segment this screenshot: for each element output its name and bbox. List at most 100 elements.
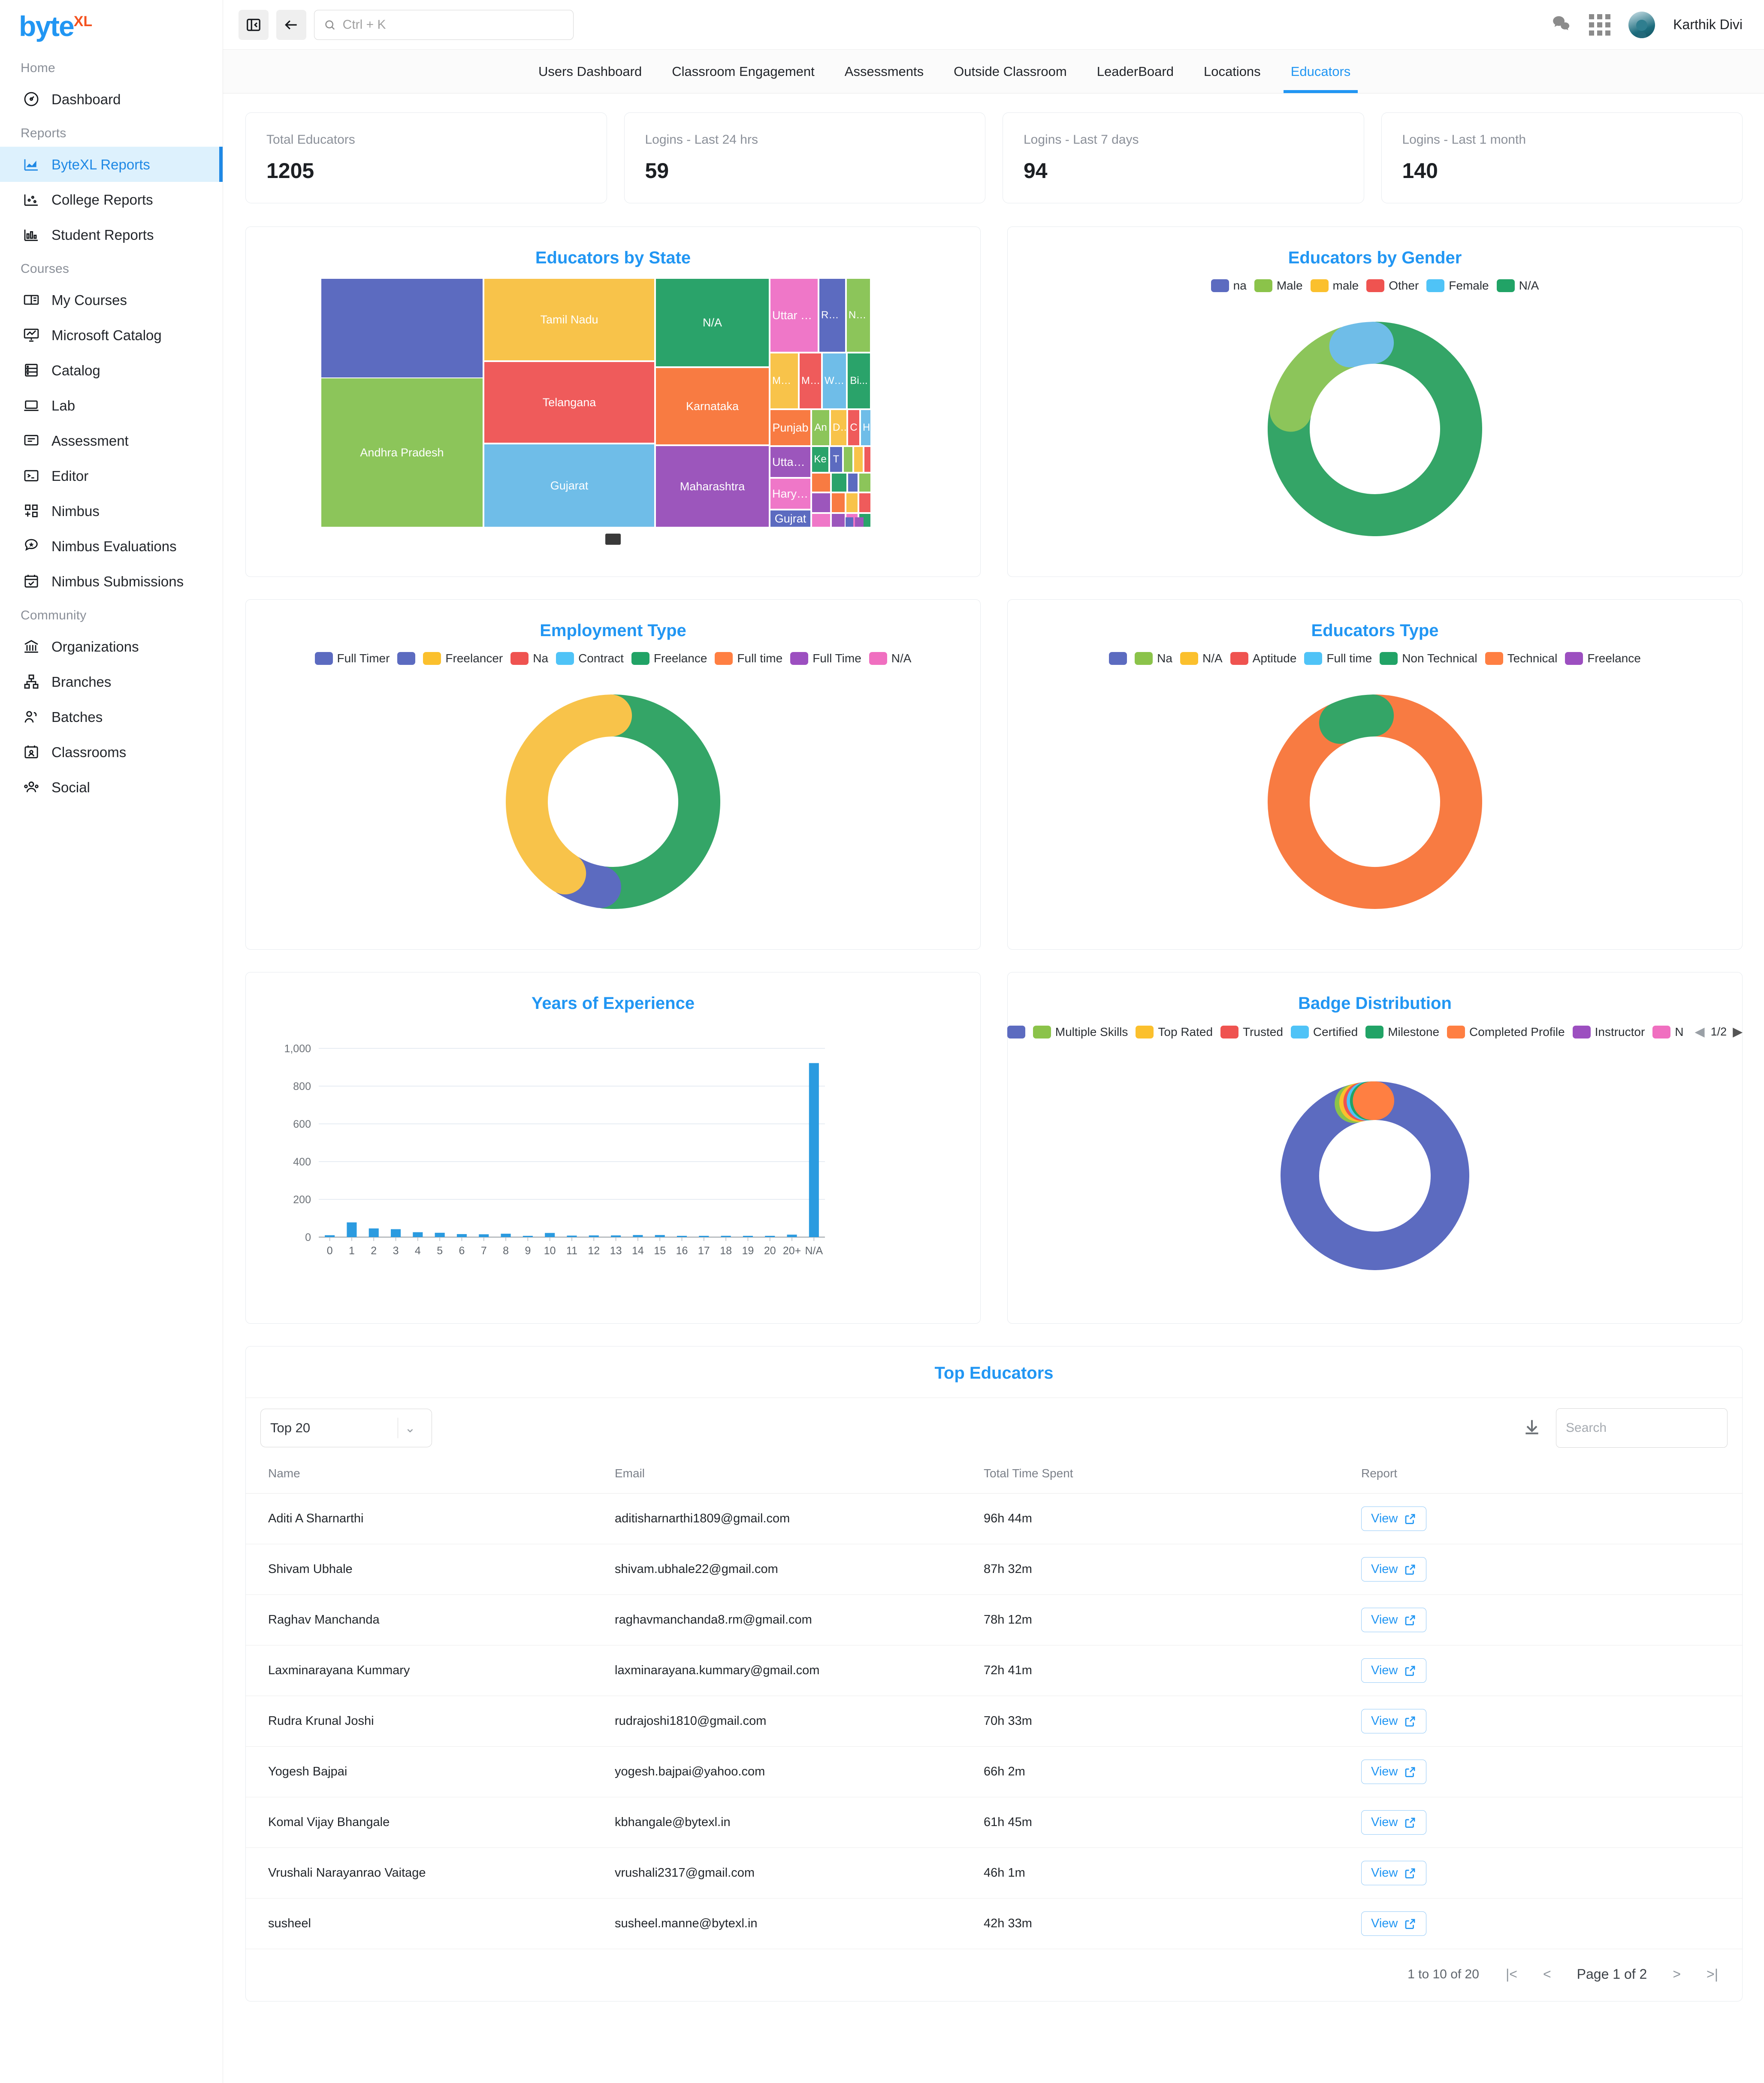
bar[interactable] bbox=[435, 1232, 445, 1237]
legend-item[interactable]: Na bbox=[1135, 652, 1172, 665]
sidebar-item-classrooms[interactable]: Classrooms bbox=[0, 734, 223, 770]
toggle-sidebar-button[interactable] bbox=[239, 9, 269, 40]
treemap-tile[interactable] bbox=[848, 474, 858, 492]
view-report-button[interactable]: View bbox=[1361, 1810, 1427, 1835]
view-report-button[interactable]: View bbox=[1361, 1861, 1427, 1885]
donut-gender[interactable] bbox=[1268, 321, 1482, 538]
legend-item[interactable]: N/A bbox=[1180, 652, 1223, 665]
bar[interactable] bbox=[655, 1235, 665, 1237]
treemap-tile[interactable]: Ne... bbox=[847, 279, 870, 352]
legend-item[interactable]: Multiple Skills bbox=[1033, 1025, 1128, 1039]
bar[interactable] bbox=[501, 1234, 511, 1237]
sidebar-item-nimbus-submissions[interactable]: Nimbus Submissions bbox=[0, 564, 223, 599]
treemap-tile[interactable] bbox=[855, 517, 864, 527]
legend-item[interactable]: na bbox=[1211, 279, 1247, 293]
treemap-tile[interactable] bbox=[812, 474, 830, 492]
pager-next-button[interactable]: > bbox=[1673, 1966, 1681, 1982]
legend-item[interactable]: Freelance bbox=[1565, 652, 1641, 665]
sidebar-item-editor[interactable]: Editor bbox=[0, 458, 223, 493]
bar[interactable] bbox=[456, 1234, 467, 1237]
treemap-tile[interactable]: Telangana bbox=[484, 362, 654, 443]
bar[interactable] bbox=[391, 1229, 401, 1237]
bar[interactable] bbox=[721, 1235, 731, 1237]
view-report-button[interactable]: View bbox=[1361, 1506, 1427, 1531]
bar[interactable] bbox=[677, 1236, 687, 1237]
legend-item[interactable] bbox=[1109, 652, 1127, 665]
sidebar-item-my-courses[interactable]: My Courses bbox=[0, 282, 223, 317]
legend-item[interactable]: Full Time bbox=[790, 652, 861, 665]
legend-item[interactable]: N/A bbox=[869, 652, 911, 665]
sidebar-item-organizations[interactable]: Organizations bbox=[0, 629, 223, 664]
bar[interactable] bbox=[523, 1236, 533, 1237]
legend-item[interactable]: Male bbox=[1254, 279, 1303, 293]
view-report-button[interactable]: View bbox=[1361, 1557, 1427, 1582]
legend-next-button[interactable]: ▶ bbox=[1733, 1025, 1743, 1039]
chat-button[interactable] bbox=[1551, 14, 1571, 36]
legend-item[interactable]: N/A bbox=[1496, 279, 1539, 293]
bar[interactable] bbox=[787, 1235, 797, 1237]
treemap-tile[interactable]: Tamil Nadu bbox=[484, 279, 654, 360]
legend-item[interactable]: Completed Profile bbox=[1447, 1025, 1565, 1039]
treemap-tile[interactable]: N/A bbox=[656, 279, 769, 366]
legend-item[interactable]: Instructor bbox=[1572, 1025, 1645, 1039]
legend-item[interactable]: Full Timer bbox=[314, 652, 390, 665]
tab-classroom-engagement[interactable]: Classroom Engagement bbox=[672, 63, 815, 79]
treemap-educators-by-state[interactable]: Andhra Pradesh Tamil Nadu Telangana Gujarat… bbox=[321, 279, 905, 528]
apps-grid-button[interactable] bbox=[1589, 14, 1611, 36]
view-report-button[interactable]: View bbox=[1361, 1709, 1427, 1733]
treemap-tile[interactable] bbox=[321, 279, 483, 377]
sidebar-item-student-reports[interactable]: Student Reports bbox=[0, 217, 223, 252]
treemap-tile[interactable]: T bbox=[830, 447, 842, 472]
treemap-tile[interactable] bbox=[859, 474, 870, 492]
treemap-tile[interactable]: An bbox=[812, 410, 829, 445]
legend-item[interactable]: Trusted bbox=[1220, 1025, 1283, 1039]
sidebar-item-nimbus-evaluations[interactable]: Nimbus Evaluations bbox=[0, 528, 223, 564]
donut-slice[interactable] bbox=[1268, 321, 1482, 536]
legend-item[interactable]: Freelancer bbox=[423, 652, 503, 665]
bar[interactable] bbox=[479, 1234, 489, 1237]
treemap-tile[interactable] bbox=[846, 493, 858, 512]
treemap-tile[interactable]: Maharashtra bbox=[656, 446, 769, 527]
treemap-scrollbar[interactable] bbox=[605, 534, 621, 545]
treemap-tile[interactable]: Mah... bbox=[770, 353, 798, 408]
treemap-tile[interactable] bbox=[832, 514, 845, 527]
legend-item[interactable]: Certified bbox=[1290, 1025, 1358, 1039]
sidebar-item-bytexl-reports[interactable]: ByteXL Reports bbox=[0, 147, 223, 182]
legend-item[interactable]: Top Rated bbox=[1136, 1025, 1213, 1039]
sidebar-item-catalog[interactable]: Catalog bbox=[0, 353, 223, 388]
legend-item[interactable]: Female bbox=[1426, 279, 1489, 293]
back-button[interactable] bbox=[276, 9, 306, 40]
legend-item[interactable]: Na bbox=[510, 652, 548, 665]
tab-users-dashboard[interactable]: Users Dashboard bbox=[538, 63, 642, 79]
legend-item[interactable] bbox=[397, 652, 416, 665]
treemap-tile[interactable]: Uttar Pra... bbox=[770, 279, 818, 352]
bar[interactable] bbox=[765, 1236, 775, 1237]
treemap-tile[interactable] bbox=[846, 517, 853, 527]
treemap-tile[interactable]: Gujarat bbox=[484, 444, 654, 527]
treemap-tile[interactable]: Haryana bbox=[770, 479, 810, 509]
legend-prev-button[interactable]: ◀ bbox=[1695, 1025, 1705, 1039]
bar[interactable] bbox=[743, 1236, 753, 1237]
treemap-tile[interactable] bbox=[859, 493, 870, 512]
bar[interactable] bbox=[347, 1222, 357, 1237]
bar[interactable] bbox=[611, 1235, 621, 1237]
treemap-tile[interactable] bbox=[832, 493, 845, 512]
bar[interactable] bbox=[325, 1235, 335, 1237]
tab-locations[interactable]: Locations bbox=[1203, 63, 1261, 79]
pager-last-button[interactable]: >| bbox=[1707, 1966, 1718, 1982]
treemap-tile[interactable]: Andhra Pradesh bbox=[321, 378, 483, 527]
treemap-tile[interactable] bbox=[844, 447, 852, 472]
legend-item[interactable]: Non Technical bbox=[1380, 652, 1477, 665]
sidebar-item-college-reports[interactable]: College Reports bbox=[0, 182, 223, 217]
donut-slice[interactable] bbox=[1268, 694, 1482, 909]
donut-slice[interactable] bbox=[1281, 1081, 1469, 1270]
view-report-button[interactable]: View bbox=[1361, 1760, 1427, 1784]
bar[interactable] bbox=[567, 1235, 577, 1237]
tab-leaderboard[interactable]: LeaderBoard bbox=[1096, 63, 1174, 79]
sidebar-item-nimbus[interactable]: Nimbus bbox=[0, 493, 223, 528]
download-button[interactable] bbox=[1522, 1418, 1541, 1439]
sidebar-item-branches[interactable]: Branches bbox=[0, 664, 223, 699]
search-input[interactable] bbox=[342, 17, 564, 32]
legend-item[interactable] bbox=[1007, 1025, 1025, 1038]
